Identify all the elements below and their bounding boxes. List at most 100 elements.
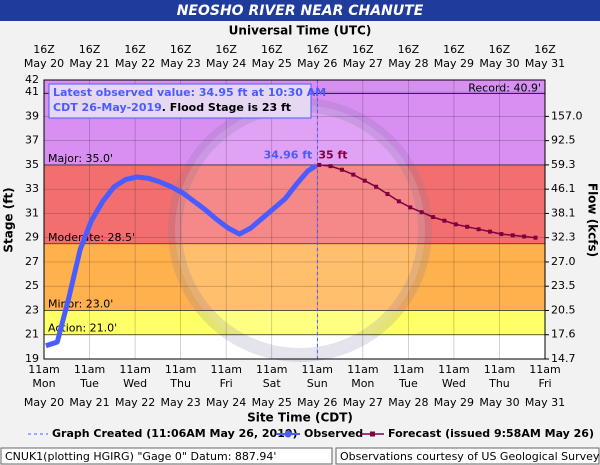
y-tick-label: 35: [25, 158, 39, 171]
y-tick-label: 23: [25, 303, 39, 316]
forecast-point: [499, 232, 504, 237]
y2-tick-label: 23.5: [551, 279, 576, 292]
forecast-point: [362, 178, 367, 183]
x-tick-label: May 27: [343, 396, 383, 409]
x-tick-label: Tue: [398, 377, 418, 390]
y2-tick-label: 20.5: [551, 303, 576, 316]
title-bar: [0, 0, 600, 21]
top-tick-label: May 22: [115, 57, 155, 70]
x-axis-label: Site Time (CDT): [247, 411, 353, 425]
y-tick-label: 42: [25, 73, 39, 86]
x-tick-label: May 30: [479, 396, 519, 409]
x-tick-label: May 24: [206, 396, 246, 409]
forecast-point: [351, 172, 356, 177]
forecast-point: [339, 167, 344, 172]
y-axis-label: Stage (ft): [2, 187, 16, 252]
x-tick-label: May 26: [297, 396, 337, 409]
forecast-point: [533, 235, 538, 240]
top-tick-label: May 25: [252, 57, 292, 70]
y2-tick-label: 32.3: [551, 231, 576, 244]
top-tick-label: 16Z: [124, 43, 146, 56]
top-tick-label: May 29: [434, 57, 474, 70]
top-tick-label: 16Z: [352, 43, 374, 56]
chart-title: NEOSHO RIVER NEAR CHANUTE: [177, 3, 424, 19]
x-tick-label: Sat: [263, 377, 282, 390]
x-tick-label: 11am: [28, 363, 59, 376]
y2-tick-label: 38.1: [551, 206, 576, 219]
x-tick-label: 11am: [529, 363, 560, 376]
x-tick-label: May 21: [69, 396, 109, 409]
y-tick-label: 41: [25, 85, 39, 98]
footer-box: [0, 447, 333, 465]
top-tick-label: May 31: [525, 57, 565, 70]
forecast-point: [453, 222, 458, 227]
x-tick-label: 11am: [119, 363, 150, 376]
x-tick-label: 11am: [302, 363, 333, 376]
forecast-point: [374, 184, 379, 189]
top-tick-label: May 30: [479, 57, 519, 70]
top-tick-label: May 26: [297, 57, 337, 70]
info-date: CDT 26-May-2019: [53, 101, 162, 114]
top-tick-label: May 24: [206, 57, 246, 70]
record-label: Record: 40.9': [468, 81, 541, 94]
x-tick-label: 11am: [393, 363, 424, 376]
flood-band: [44, 310, 545, 335]
x-tick-label: Mon: [32, 377, 55, 390]
forecast-point: [317, 162, 322, 167]
forecast-point: [442, 218, 447, 223]
y2-tick-label: 17.6: [551, 328, 576, 341]
legend-label: Graph Created (11:06AM May 26, 2019): [52, 427, 298, 440]
forecast-point: [385, 192, 390, 197]
y-tick-label: 37: [25, 134, 39, 147]
watermark: [168, 98, 432, 362]
x-tick-label: May 25: [252, 396, 292, 409]
forecast-point: [396, 199, 401, 204]
y-tick-label: 21: [25, 328, 39, 341]
x-tick-label: May 29: [434, 396, 474, 409]
legend-label: Observed: [304, 427, 363, 440]
x-tick-label: Fri: [538, 377, 551, 390]
series-line: [45, 163, 318, 349]
y-tick-label: 27: [25, 255, 39, 268]
top-tick-label: 16Z: [398, 43, 420, 56]
y2-tick-label: 92.5: [551, 134, 576, 147]
y-tick-label: 39: [25, 109, 39, 122]
forecast-point: [510, 233, 515, 238]
top-tick-label: May 27: [343, 57, 383, 70]
forecast-point: [431, 215, 436, 220]
y-tick-label: 19: [25, 352, 39, 365]
x-tick-label: Fri: [220, 377, 233, 390]
x-tick-label: May 28: [388, 396, 428, 409]
x-tick-label: May 22: [115, 396, 155, 409]
flood-band: [44, 243, 545, 311]
y-tick-label: 33: [25, 182, 39, 195]
top-tick-label: 16Z: [489, 43, 511, 56]
forecast-point: [419, 210, 424, 215]
info-line: CDT 26-May-2019. Flood Stage is 23 ft: [53, 101, 291, 114]
top-tick-label: May 21: [69, 57, 109, 70]
x-tick-label: Wed: [123, 377, 147, 390]
x-tick-label: 11am: [210, 363, 241, 376]
top-tick-label: May 23: [161, 57, 201, 70]
top-tick-label: 16Z: [215, 43, 237, 56]
x-tick-label: Tue: [79, 377, 99, 390]
plot-frame: [43, 79, 546, 360]
top-tick-label: May 28: [388, 57, 428, 70]
x-tick-label: Thu: [488, 377, 510, 390]
top-tick-label: May 20: [24, 57, 64, 70]
x-tick-label: 11am: [165, 363, 196, 376]
x-tick-label: 11am: [438, 363, 469, 376]
top-tick-label: 16Z: [306, 43, 328, 56]
top-tick-label: 16Z: [33, 43, 55, 56]
threshold-label: Action: 21.0': [48, 322, 117, 335]
x-tick-label: May 20: [24, 396, 64, 409]
x-tick-label: May 31: [525, 396, 565, 409]
forecast-point: [476, 227, 481, 232]
y2-tick-label: 14.7: [551, 352, 576, 365]
threshold-label: Minor: 23.0': [48, 297, 113, 310]
y2-tick-label: 27.0: [551, 255, 576, 268]
x-tick-label: Thu: [169, 377, 191, 390]
threshold-label: Major: 35.0': [48, 152, 113, 165]
y2-tick-label: 46.1: [551, 182, 576, 195]
